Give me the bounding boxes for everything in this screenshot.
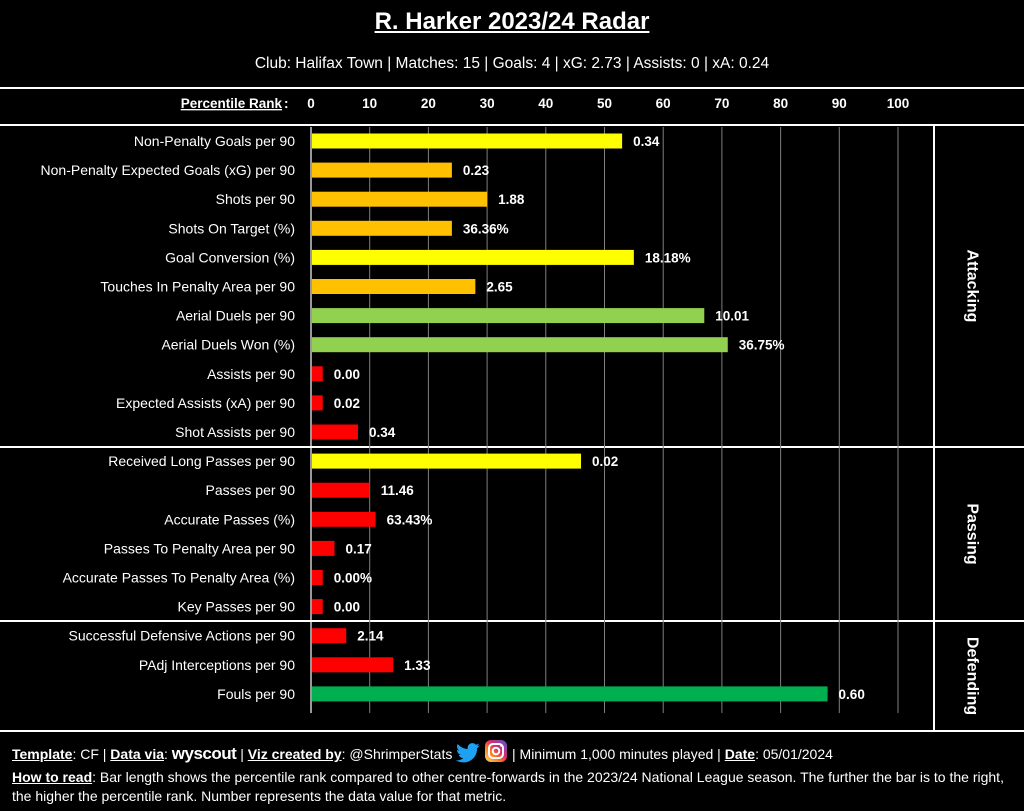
bar: [312, 249, 634, 265]
bar: [312, 162, 452, 178]
x-tick-label: 70: [714, 96, 729, 111]
x-tick-label: 50: [597, 96, 612, 111]
bar: [312, 511, 376, 527]
how-to-read-text: : Bar length shows the percentile rank c…: [12, 769, 1004, 804]
x-tick-label: 10: [362, 96, 377, 111]
template-value: : CF |: [72, 746, 111, 762]
bar-value-label: 1.88: [498, 192, 525, 207]
date-value: : 05/01/2024: [755, 746, 833, 762]
footer-how-to-read: How to read: Bar length shows the percen…: [12, 768, 1017, 806]
metric-label: Shots On Target (%): [168, 220, 295, 236]
bar-value-label: 0.00%: [334, 571, 372, 586]
section-label: Passing: [964, 503, 981, 564]
section-label: Defending: [964, 637, 981, 715]
metric-label: Non-Penalty Expected Goals (xG) per 90: [41, 162, 296, 178]
metric-label: Expected Assists (xA) per 90: [116, 395, 295, 411]
bar-value-label: 2.14: [357, 629, 384, 644]
bar-value-label: 0.60: [839, 687, 865, 702]
bar-value-label: 63.43%: [387, 512, 433, 527]
metric-label: Shot Assists per 90: [175, 424, 295, 440]
bar-value-label: 10.01: [715, 309, 749, 324]
bar: [312, 599, 323, 615]
chart-title: R. Harker 2023/24 Radar: [374, 8, 650, 35]
metric-label: Passes To Penalty Area per 90: [104, 540, 295, 556]
metric-label: Fouls per 90: [217, 686, 295, 702]
bar-value-label: 36.36%: [463, 221, 509, 236]
bar-value-label: 0.23: [463, 163, 490, 178]
section-label: Attacking: [964, 250, 981, 323]
metric-label: Assists per 90: [207, 366, 295, 382]
bar: [312, 366, 323, 382]
twitter-icon: [456, 743, 480, 768]
metric-label: PAdj Interceptions per 90: [139, 657, 295, 673]
bar: [312, 191, 488, 207]
template-label: Template: [12, 746, 73, 762]
bar: [312, 482, 370, 498]
metric-label: Touches In Penalty Area per 90: [100, 279, 295, 295]
bar: [312, 308, 705, 324]
metric-label: Non-Penalty Goals per 90: [134, 133, 295, 149]
x-tick-label: 30: [480, 96, 495, 111]
data-via-label: Data via: [110, 746, 164, 762]
bar-value-label: 36.75%: [739, 338, 785, 353]
x-tick-label: 90: [832, 96, 847, 111]
viz-value: : @ShrimperStats: [341, 746, 453, 762]
instagram-icon: [484, 739, 508, 768]
x-tick-label: 60: [656, 96, 671, 111]
bar-value-label: 0.34: [633, 134, 660, 149]
bar-value-label: 0.17: [345, 541, 371, 556]
metric-label: Goal Conversion (%): [165, 249, 295, 265]
bar: [312, 540, 335, 556]
bar: [312, 453, 582, 469]
metric-label: Successful Defensive Actions per 90: [69, 628, 296, 644]
x-tick-label: 0: [307, 96, 315, 111]
bar: [312, 279, 476, 294]
footer-line-1: Template: CF | Data via: wyscout | Viz c…: [12, 739, 1017, 768]
viz-label: Viz created by: [247, 746, 342, 762]
bar-value-label: 11.46: [381, 483, 415, 498]
axis-title: Percentile Rank: [181, 96, 283, 111]
minimum-text: | Minimum 1,000 minutes played |: [508, 746, 725, 762]
x-tick-label: 20: [421, 96, 436, 111]
bar-value-label: 0.02: [334, 396, 360, 411]
bar-value-label: 0.00: [334, 600, 360, 615]
bar-value-label: 0.00: [334, 367, 360, 382]
x-tick-label: 100: [887, 96, 910, 111]
bar: [312, 220, 452, 236]
metric-label: Received Long Passes per 90: [108, 453, 295, 469]
chart-subtitle: Club: Halifax Town | Matches: 15 | Goals…: [254, 55, 770, 72]
metric-label: Key Passes per 90: [177, 599, 295, 615]
how-to-read-label: How to read: [12, 769, 93, 785]
x-tick-label: 40: [538, 96, 553, 111]
bar: [312, 628, 347, 644]
metric-label: Aerial Duels per 90: [176, 308, 295, 324]
percentile-bar-chart: Percentile Rank: 0 10 20 30 40 50 60 70 80 90 100 No…: [0, 87, 1024, 732]
bar-value-label: 1.33: [404, 658, 431, 673]
bar: [312, 424, 358, 440]
metric-label: Accurate Passes To Penalty Area (%): [63, 570, 295, 586]
bar-value-label: 0.34: [369, 425, 396, 440]
footer: Template: CF | Data via: wyscout | Viz c…: [12, 739, 1017, 806]
bar: [312, 686, 828, 702]
data-via-sep: :: [164, 746, 172, 762]
bar: [312, 395, 323, 411]
date-label: Date: [724, 746, 756, 762]
metric-label: Accurate Passes (%): [164, 511, 295, 527]
bar: [312, 133, 623, 149]
bar: [312, 657, 394, 673]
bar: [312, 337, 728, 353]
bar-value-label: 18.18%: [645, 250, 691, 265]
bar-value-label: 2.65: [486, 280, 513, 295]
bar: [312, 570, 323, 585]
wyscout-logo: wyscout: [171, 744, 237, 763]
x-tick-label: 80: [773, 96, 788, 111]
metric-label: Passes per 90: [206, 482, 296, 498]
metric-label: Shots per 90: [216, 191, 296, 207]
axis-title-colon: :: [284, 96, 289, 111]
metric-label: Aerial Duels Won (%): [161, 337, 295, 353]
bar-value-label: 0.02: [592, 454, 618, 469]
